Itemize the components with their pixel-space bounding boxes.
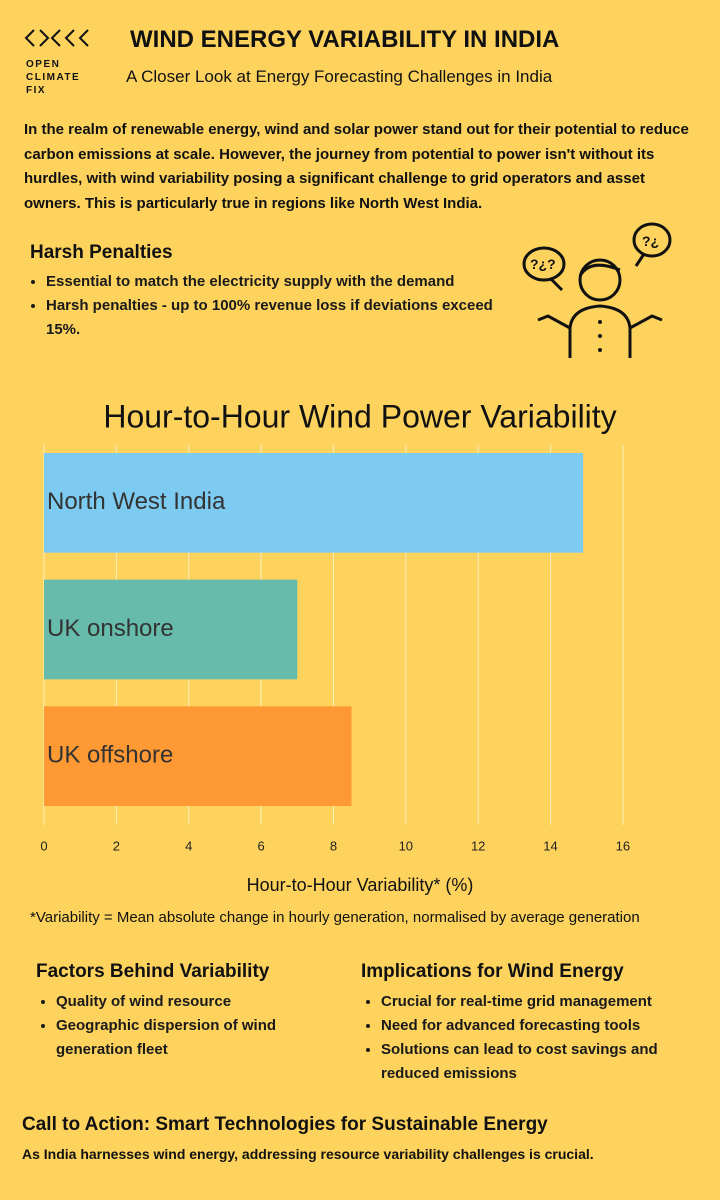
list-item: Crucial for real-time grid management bbox=[381, 990, 711, 1014]
person-icon: ?¿? ?¿ bbox=[522, 222, 672, 358]
x-tick-label: 2 bbox=[113, 838, 120, 853]
list-item: Harsh penalties - up to 100% revenue los… bbox=[46, 294, 506, 342]
bar-label: UK onshore bbox=[47, 615, 174, 642]
subtitle: A Closer Look at Energy Forecasting Chal… bbox=[126, 67, 553, 86]
bar-label: North West India bbox=[47, 488, 226, 515]
list-item: Quality of wind resource bbox=[56, 990, 336, 1014]
list-item: Solutions can lead to cost savings and r… bbox=[381, 1038, 711, 1086]
heading: Harsh Penalties bbox=[30, 242, 173, 263]
logo-line: CLIMATE bbox=[26, 72, 81, 83]
title: WIND ENERGY VARIABILITY IN INDIA bbox=[130, 26, 560, 53]
logo-mark bbox=[24, 29, 89, 47]
x-tick-label: 16 bbox=[616, 838, 630, 853]
x-tick-label: 6 bbox=[257, 838, 264, 853]
chart-title: Hour-to-Hour Wind Power Variability bbox=[103, 398, 616, 434]
heading: Implications for Wind Energy bbox=[361, 961, 624, 982]
x-tick-label: 14 bbox=[543, 838, 557, 853]
list-item: Essential to match the electricity suppl… bbox=[46, 270, 506, 294]
list: Essential to match the electricity suppl… bbox=[24, 270, 506, 342]
logo-line: FIX bbox=[26, 85, 47, 96]
bar bbox=[44, 579, 298, 680]
list: Crucial for real-time grid management Ne… bbox=[359, 990, 711, 1086]
x-tick-label: 8 bbox=[330, 838, 337, 853]
heading: Call to Action: Smart Technologies for S… bbox=[22, 1114, 548, 1135]
cta-text: As India harnesses wind energy, addressi… bbox=[22, 1146, 594, 1162]
chart: Hour-to-Hour Wind Power Variability Hour… bbox=[40, 398, 630, 895]
x-axis-label: Hour-to-Hour Variability* (%) bbox=[247, 875, 474, 895]
bar bbox=[44, 706, 352, 806]
logo-text: OPEN CLIMATE FIX bbox=[26, 58, 80, 97]
x-tick-label: 4 bbox=[185, 838, 192, 853]
list-item: Need for advanced forecasting tools bbox=[381, 1014, 711, 1038]
intro: In the realm of renewable energy, wind a… bbox=[24, 121, 689, 212]
x-tick-label: 12 bbox=[471, 838, 485, 853]
footnote: *Variability = Mean absolute change in h… bbox=[30, 909, 640, 926]
x-tick-label: 10 bbox=[399, 838, 413, 853]
logo-line: OPEN bbox=[26, 59, 61, 70]
bar bbox=[44, 453, 584, 553]
x-tick-label: 0 bbox=[40, 838, 47, 853]
list-item: Geographic dispersion of wind generation… bbox=[56, 1014, 336, 1062]
bar-label: UK offshore bbox=[47, 742, 173, 769]
svg-text:?¿?: ?¿? bbox=[530, 256, 556, 272]
list: Quality of wind resource Geographic disp… bbox=[34, 990, 336, 1062]
heading: Factors Behind Variability bbox=[36, 961, 270, 982]
svg-text:?¿: ?¿ bbox=[642, 233, 659, 249]
